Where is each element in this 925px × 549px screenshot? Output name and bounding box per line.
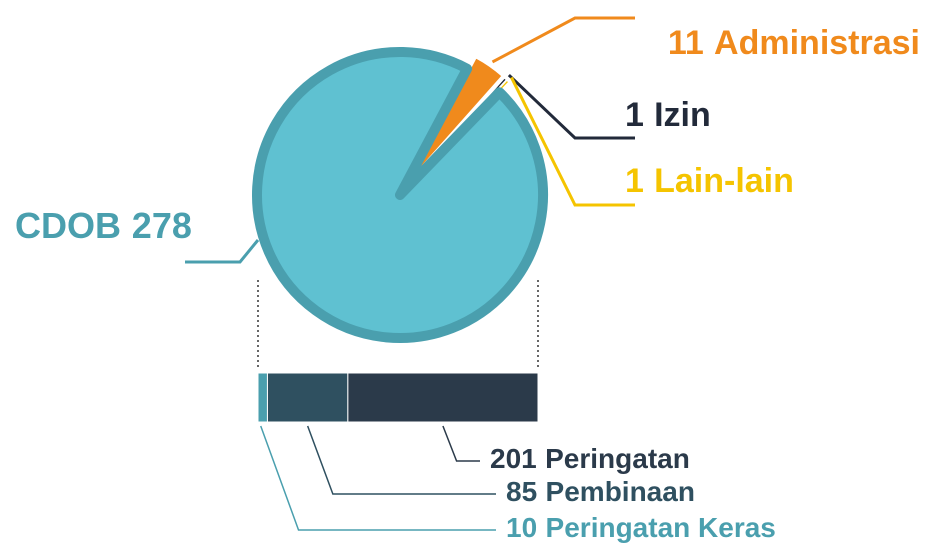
label-part: Pembinaan xyxy=(546,476,695,507)
leader-line xyxy=(260,425,496,531)
label: 1 Lain-lain xyxy=(625,162,794,200)
pie-slice xyxy=(252,47,548,343)
label-part: CDOB xyxy=(15,205,121,246)
label-part: 1 xyxy=(625,162,644,200)
leader-line xyxy=(510,76,635,207)
bar-segment xyxy=(257,372,268,423)
label: 201 Peringatan xyxy=(490,443,690,474)
leader-line xyxy=(507,73,635,140)
leader-line xyxy=(306,425,496,495)
label-part: 278 xyxy=(132,205,192,246)
pie-slice xyxy=(411,56,503,178)
bar-segment xyxy=(347,372,539,423)
label-part: 11 xyxy=(668,24,704,62)
label-part: 1 xyxy=(625,96,644,134)
label-part: Lain-lain xyxy=(654,162,794,200)
label: 1 Izin xyxy=(625,96,711,134)
label-part: 10 xyxy=(506,512,537,543)
label: 85 Pembinaan xyxy=(506,476,695,507)
label-part: Izin xyxy=(654,96,711,134)
leader-line xyxy=(491,16,635,64)
bar-segment xyxy=(266,372,349,423)
label: 10 Peringatan Keras xyxy=(506,512,776,543)
label-part: Peringatan xyxy=(545,443,690,474)
label-part: 85 xyxy=(506,476,537,507)
label-part: Administrasi xyxy=(714,24,920,62)
leader-line xyxy=(185,239,260,264)
label-part: Peringatan Keras xyxy=(546,512,776,543)
label: CDOB 278 xyxy=(15,205,192,246)
label-part: 201 xyxy=(490,443,537,474)
label: 11 Administrasi xyxy=(668,24,920,62)
leader-line xyxy=(442,425,480,462)
